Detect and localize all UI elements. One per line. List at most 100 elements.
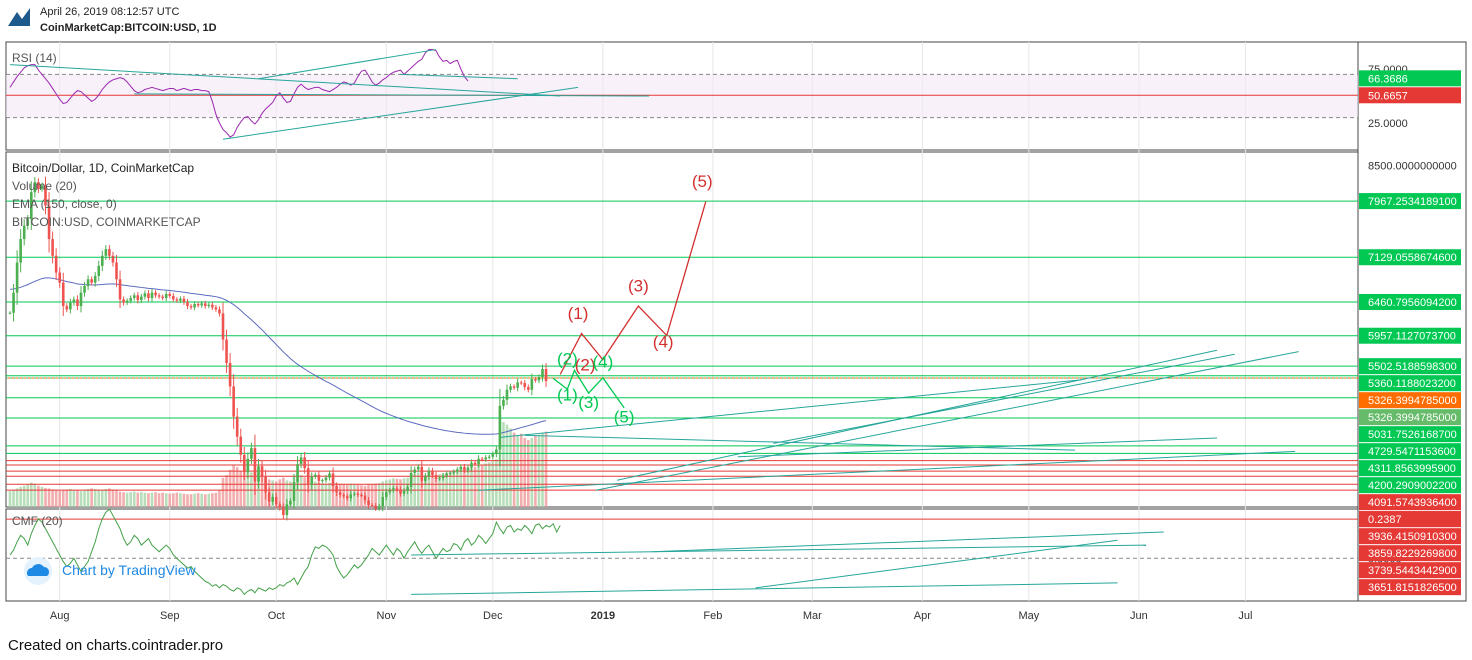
candle-body [285, 504, 289, 516]
volume-bar [239, 470, 243, 507]
candle-body [211, 304, 214, 308]
candle-body [512, 386, 516, 388]
candle-body [431, 470, 434, 475]
legend-ema: EMA (150, close, 0) [12, 197, 117, 211]
candle-body [8, 312, 12, 314]
red-wave-label: (1) [568, 304, 589, 323]
candle-body [172, 296, 175, 300]
rsi-title: RSI (14) [12, 51, 57, 65]
volume-bar [79, 491, 83, 507]
volume-bar [527, 440, 530, 507]
support-lines [6, 200, 1358, 491]
watermark[interactable]: Chart by TradingView [24, 557, 196, 585]
volume-bar [299, 475, 303, 507]
candle-body [65, 306, 69, 310]
volume-bar [306, 479, 310, 507]
volume-bar [243, 468, 246, 507]
time-axis: Aug Sep Oct Nov Dec 2019 Feb Mar Apr May Jun Jul [50, 610, 1253, 622]
x-tick-label: 2019 [591, 610, 615, 622]
candle-body [505, 389, 509, 400]
volume-bar [44, 487, 47, 507]
volume-bar [30, 482, 33, 507]
volume-bar [203, 494, 207, 507]
candle-body [448, 472, 452, 474]
price-panel[interactable] [5, 151, 1359, 508]
volume-bar [328, 482, 331, 507]
volume-bar [448, 471, 452, 507]
candle-body [168, 294, 172, 297]
rsi-trendline [258, 49, 437, 80]
candle-body [186, 302, 189, 307]
candle-body [424, 476, 427, 481]
volume-bar [83, 490, 86, 507]
candle-body [101, 255, 104, 266]
candle-body [196, 304, 200, 306]
candle-body [385, 492, 388, 497]
x-tick-label: Dec [483, 610, 503, 622]
volume-bar [452, 470, 456, 507]
cmf-trendline [411, 582, 1118, 595]
cmf-badge-bg [1359, 511, 1461, 528]
candle-body [61, 282, 65, 307]
volume-bar [459, 468, 463, 507]
volume-bar [530, 437, 534, 507]
volume-bar [480, 464, 484, 507]
volume-bar [189, 494, 193, 507]
candle-body [147, 293, 150, 299]
candle-body [30, 192, 33, 219]
candle-body [72, 299, 76, 303]
candle-body [402, 490, 406, 494]
volume-bar [125, 492, 129, 507]
x-tick-label: Feb [703, 610, 722, 622]
candle-body [292, 482, 296, 501]
candle-body [495, 449, 498, 455]
volume-bar [370, 484, 374, 507]
volume-bar [97, 489, 101, 507]
volume-bar [12, 490, 15, 507]
candle-body [328, 473, 331, 478]
candle-body [47, 205, 51, 240]
candle-body [452, 471, 456, 473]
candle-body [218, 309, 221, 314]
candle-body [296, 464, 299, 483]
volume-bar [22, 485, 26, 507]
rsi-badge-bg [1359, 70, 1461, 87]
footer-credit: Created on charts.cointrader.pro [8, 637, 224, 654]
candle-body [477, 458, 480, 465]
red-wave-label: (2) [575, 355, 596, 374]
candle-body [321, 480, 324, 482]
candle-body [225, 339, 228, 363]
green-wave-label: (2) [557, 349, 578, 368]
candle-body [150, 292, 154, 299]
volume-bar [484, 463, 487, 507]
x-tick-label: Sep [160, 610, 180, 622]
ema-layer [9, 277, 547, 435]
price-level-badge-bg [1359, 545, 1461, 562]
candle-body [399, 489, 402, 494]
volume-bar [420, 476, 424, 507]
volume-bar [367, 484, 370, 507]
price-level-badge: 3739.5443442900 [1368, 565, 1457, 577]
volume-bar [331, 482, 335, 507]
candle-body [406, 486, 409, 491]
candle-body [527, 387, 530, 390]
candle-body [154, 292, 157, 296]
candle-body [331, 473, 335, 487]
candle-body [335, 486, 338, 493]
volume-bar [225, 475, 228, 507]
volume-bar [104, 488, 108, 507]
price-level-badge-bg [1359, 293, 1461, 310]
cmf-panel[interactable] [5, 508, 1359, 602]
cmf-line [9, 508, 561, 596]
cmf-trendline [652, 531, 1164, 553]
candle-body [203, 303, 207, 307]
volume-bar [54, 490, 58, 507]
candle-body [104, 249, 108, 256]
candle-body [250, 448, 253, 459]
volume-bar [282, 477, 285, 507]
price-level-badge-bg [1359, 409, 1461, 426]
price-trendline [773, 353, 1235, 444]
candle-body [69, 302, 72, 310]
candle-body [207, 304, 211, 307]
